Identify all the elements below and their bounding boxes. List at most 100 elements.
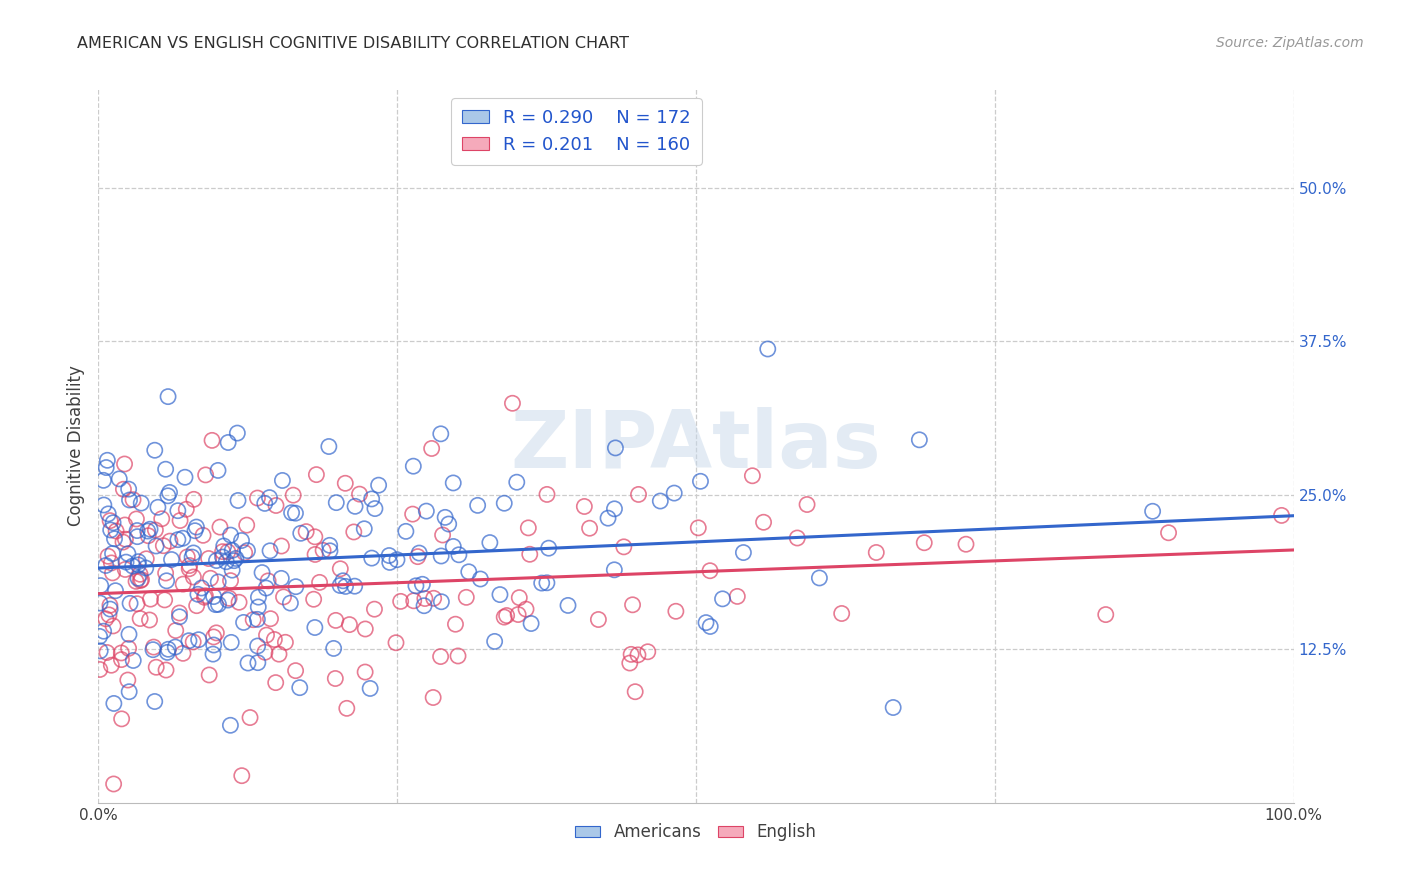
Point	[360, 551, 382, 566]
Point	[637, 645, 659, 659]
Point	[413, 599, 436, 613]
Point	[378, 555, 401, 569]
Point	[912, 535, 935, 549]
Point	[139, 522, 162, 536]
Point	[955, 537, 977, 551]
Point	[217, 435, 239, 450]
Point	[235, 518, 257, 533]
Point	[155, 574, 177, 588]
Point	[257, 574, 280, 588]
Point	[211, 549, 233, 564]
Point	[118, 627, 141, 641]
Text: AMERICAN VS ENGLISH COGNITIVE DISABILITY CORRELATION CHART: AMERICAN VS ENGLISH COGNITIVE DISABILITY…	[77, 36, 630, 51]
Point	[225, 551, 247, 566]
Point	[155, 663, 177, 677]
Point	[174, 470, 197, 484]
Point	[187, 632, 209, 647]
Point	[94, 612, 117, 626]
Point	[160, 552, 183, 566]
Point	[447, 548, 470, 562]
Point	[231, 769, 253, 783]
Point	[354, 665, 377, 679]
Point	[402, 459, 425, 474]
Point	[519, 547, 541, 561]
Point	[344, 500, 367, 514]
Point	[360, 491, 382, 506]
Point	[222, 554, 245, 568]
Point	[627, 648, 650, 662]
Point	[406, 549, 429, 564]
Point	[695, 615, 717, 630]
Point	[165, 640, 187, 654]
Point	[688, 521, 710, 535]
Point	[89, 644, 111, 658]
Point	[284, 506, 307, 520]
Point	[259, 491, 281, 505]
Point	[120, 596, 142, 610]
Point	[145, 523, 167, 537]
Point	[122, 492, 145, 507]
Point	[101, 516, 124, 530]
Point	[118, 493, 141, 508]
Point	[129, 574, 152, 588]
Point	[444, 617, 467, 632]
Point	[172, 577, 194, 591]
Point	[263, 632, 285, 647]
Point	[756, 342, 779, 356]
Point	[401, 507, 423, 521]
Point	[273, 590, 295, 604]
Point	[169, 606, 191, 620]
Point	[143, 694, 166, 708]
Point	[267, 647, 290, 661]
Point	[139, 592, 162, 607]
Point	[202, 647, 225, 661]
Point	[129, 567, 152, 582]
Point	[295, 524, 318, 539]
Point	[302, 592, 325, 607]
Point	[176, 549, 198, 564]
Point	[101, 547, 124, 561]
Point	[537, 541, 560, 556]
Point	[172, 646, 194, 660]
Point	[253, 496, 276, 510]
Point	[484, 634, 506, 648]
Point	[117, 547, 139, 561]
Point	[420, 442, 443, 456]
Point	[98, 607, 121, 622]
Point	[183, 570, 205, 584]
Point	[831, 607, 853, 621]
Point	[520, 616, 543, 631]
Point	[353, 522, 375, 536]
Point	[207, 574, 229, 589]
Point	[430, 549, 453, 563]
Point	[408, 546, 430, 560]
Point	[325, 614, 347, 628]
Point	[177, 633, 200, 648]
Point	[494, 610, 516, 624]
Point	[202, 638, 225, 652]
Point	[114, 518, 136, 533]
Point	[184, 524, 207, 538]
Point	[430, 426, 453, 441]
Point	[205, 553, 228, 567]
Point	[405, 579, 427, 593]
Y-axis label: Cognitive Disability: Cognitive Disability	[66, 366, 84, 526]
Point	[517, 521, 540, 535]
Point	[127, 558, 149, 572]
Point	[808, 571, 831, 585]
Point	[198, 668, 221, 682]
Point	[422, 591, 444, 606]
Point	[288, 681, 311, 695]
Point	[250, 566, 273, 580]
Point	[508, 591, 530, 605]
Point	[138, 613, 160, 627]
Point	[179, 558, 201, 573]
Legend: Americans, English: Americans, English	[569, 817, 823, 848]
Point	[752, 515, 775, 529]
Point	[108, 472, 131, 486]
Point	[254, 581, 277, 595]
Point	[112, 482, 135, 496]
Point	[150, 512, 173, 526]
Point	[121, 559, 143, 574]
Point	[186, 599, 208, 613]
